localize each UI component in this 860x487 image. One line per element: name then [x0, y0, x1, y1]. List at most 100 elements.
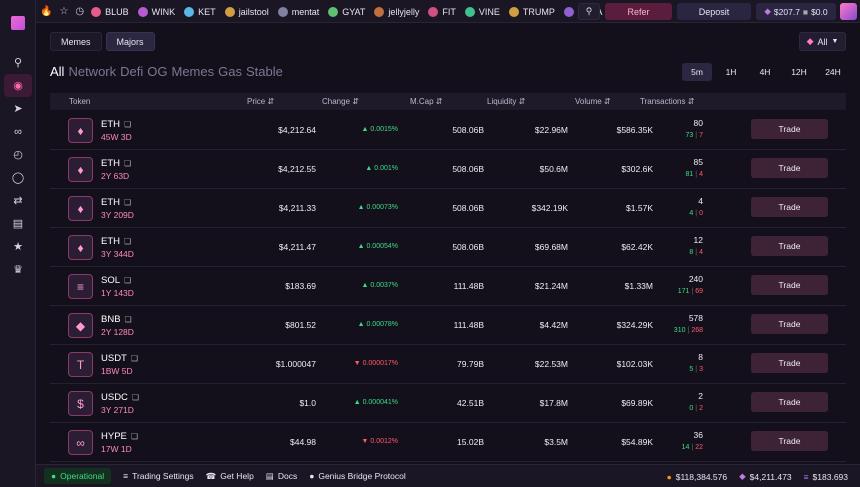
trade-button[interactable]: Trade: [751, 197, 828, 217]
buy-sell-split: 5 | 3: [689, 366, 703, 373]
trade-button[interactable]: Trade: [751, 119, 828, 139]
refer-button[interactable]: Refer: [605, 3, 672, 20]
category-all[interactable]: All: [50, 64, 65, 79]
sell-count: 22: [695, 444, 703, 451]
crown-icon[interactable]: ♛: [13, 264, 23, 276]
docs-link[interactable]: ▤ Docs: [266, 471, 297, 482]
copy-icon[interactable]: ❏: [130, 354, 139, 363]
trade-button[interactable]: Trade: [751, 431, 828, 451]
col-change[interactable]: Change ⇵: [322, 97, 359, 106]
col-volume[interactable]: Volume ⇵: [575, 97, 611, 106]
arrow-up-icon: ▲: [357, 243, 365, 250]
copy-icon[interactable]: ❏: [124, 315, 132, 324]
trade-button[interactable]: Trade: [751, 314, 828, 334]
help-label: Get Help: [220, 471, 254, 481]
copy-icon[interactable]: ❏: [124, 276, 132, 285]
table-row[interactable]: ◆ BNB ❏ 2Y 128D $801.52 ▲ 0.00078% 111.48B $4.4…: [50, 306, 846, 345]
trade-button[interactable]: Trade: [751, 158, 828, 178]
table-row[interactable]: ∞ HYPE ❏ 17W 1D $44.98 ▼ 0.0012% 15.02B $3.5M $5…: [50, 423, 846, 462]
category-defi[interactable]: Defi: [120, 64, 144, 79]
trophy-icon[interactable]: ★: [13, 241, 23, 253]
target-icon[interactable]: ◉: [4, 74, 32, 97]
timeframe-selector: 5m 1H 4H 12H 24H: [678, 63, 848, 81]
ticker-item[interactable]: FIT: [428, 6, 456, 17]
category-memes[interactable]: Memes: [171, 64, 215, 79]
copy-icon[interactable]: ❏: [124, 237, 132, 246]
ghost-icon[interactable]: ◯: [11, 172, 25, 184]
ticker-item[interactable]: KET: [184, 6, 216, 17]
table-row[interactable]: T USDT ❏ 1BW 5D $1.000047 ▼ 0.000017% 79.79B $2…: [50, 345, 846, 384]
token-age: 3Y 344D: [101, 249, 134, 259]
price-cell: $4,211.33: [278, 203, 316, 213]
balance-main: $207.7: [773, 6, 800, 17]
token-age: 2Y 63D: [101, 171, 130, 181]
timeframe-4h[interactable]: 4H: [759, 67, 771, 77]
balance-display[interactable]: ◆ $207.7 ■ $0.0: [756, 3, 836, 20]
ticker-item[interactable]: BLUB: [91, 6, 129, 17]
timeframe-5m[interactable]: 5m: [682, 63, 712, 81]
avatar[interactable]: [840, 3, 857, 20]
col-mcap[interactable]: M.Cap ⇵: [410, 97, 443, 106]
copy-icon[interactable]: ❏: [130, 432, 139, 441]
infinity-icon[interactable]: ∞: [14, 125, 22, 138]
col-transactions[interactable]: Transactions ⇵: [640, 97, 694, 106]
volume-cell: $586.35K: [616, 125, 653, 135]
table-row[interactable]: ≡ SOL ❏ 1Y 143D $183.69 ▲ 0.0037% 111.48B $21.2…: [50, 267, 846, 306]
fire-icon[interactable]: 🔥: [40, 6, 53, 17]
category-stable[interactable]: Stable: [245, 64, 283, 79]
trading-settings-link[interactable]: ≡ Trading Settings: [123, 471, 194, 481]
tab-majors[interactable]: Majors: [105, 32, 155, 51]
ticker-item[interactable]: WINK: [137, 6, 175, 17]
network-select[interactable]: ◆ All ▼: [799, 32, 846, 51]
change-cell: ▲ 0.000041%: [354, 399, 398, 406]
deposit-button[interactable]: Deposit: [677, 3, 751, 20]
help-link[interactable]: ☎ Get Help: [206, 471, 254, 482]
pie-chart-icon[interactable]: ◴: [13, 149, 23, 161]
trade-button[interactable]: Trade: [751, 236, 828, 256]
table-row[interactable]: $ USDC ❏ 3Y 271D $1.0 ▲ 0.000041% 42.51B $17.8M…: [50, 384, 846, 423]
table-row[interactable]: ♦ ETH ❏ 3Y 344D $4,211.47 ▲ 0.00054% 508.06B $6…: [50, 228, 846, 267]
ticker-item[interactable]: mentat: [277, 6, 319, 17]
table-row[interactable]: ♦ ETH ❏ 45W 3D $4,212.64 ▲ 0.0015% 508.06B $22.…: [50, 111, 846, 150]
status-badge[interactable]: ● Operational: [44, 468, 112, 484]
category-gas[interactable]: Gas: [218, 64, 242, 79]
category-og[interactable]: OG: [147, 64, 168, 79]
category-network[interactable]: Network: [68, 64, 117, 79]
token-symbol-text: HYPE: [101, 431, 127, 442]
star-icon[interactable]: ☆: [59, 6, 69, 17]
swap-icon[interactable]: ⇄: [13, 195, 23, 207]
gift-icon[interactable]: ▤: [12, 218, 24, 230]
timeframe-12h[interactable]: 12H: [791, 67, 807, 77]
ticker-item[interactable]: VINE: [464, 6, 500, 17]
ticker-item[interactable]: jellyjelly: [374, 6, 419, 17]
timeframe-24h[interactable]: 24H: [825, 67, 841, 77]
trade-button[interactable]: Trade: [751, 275, 828, 295]
copy-icon[interactable]: ❏: [131, 393, 140, 402]
buy-sell-split: 310 | 268: [674, 327, 703, 334]
price-cell: $183.69: [285, 281, 316, 291]
bridge-link[interactable]: ● Genius Bridge Protocol: [309, 471, 406, 481]
search-button[interactable]: ⚲: [578, 3, 600, 20]
ticker-item[interactable]: jailstool: [224, 6, 269, 17]
price-summary: ● $118,384.576 ◆ $4,211.473 ≡ $183.693: [667, 465, 860, 487]
rocket-icon[interactable]: ➤: [13, 103, 23, 115]
trade-button[interactable]: Trade: [751, 353, 828, 373]
table-row[interactable]: ♦ ETH ❏ 3Y 209D $4,211.33 ▲ 0.00073% 508.06B $3…: [50, 189, 846, 228]
sell-count: 3: [699, 366, 703, 373]
col-liquidity[interactable]: Liquidity ⇵: [487, 97, 525, 106]
sort-icon: ⇵: [267, 97, 275, 106]
col-price[interactable]: Price ⇵: [247, 97, 274, 106]
trade-button[interactable]: Trade: [751, 392, 828, 412]
clock-icon[interactable]: ◷: [75, 6, 85, 17]
copy-icon[interactable]: ❏: [124, 120, 132, 129]
ticker-item[interactable]: TRUMP: [508, 6, 555, 17]
search-icon[interactable]: ⚲: [13, 57, 23, 69]
timeframe-1h[interactable]: 1H: [725, 67, 737, 77]
tab-memes[interactable]: Memes: [50, 32, 102, 51]
balance-sub-icon: ■: [802, 6, 809, 17]
copy-icon[interactable]: ❏: [124, 198, 132, 207]
app-logo[interactable]: [11, 16, 25, 30]
table-row[interactable]: ♦ ETH ❏ 2Y 63D $4,212.55 ▲ 0.001% 508.06B $50.6…: [50, 150, 846, 189]
ticker-item[interactable]: GYAT: [328, 6, 365, 17]
copy-icon[interactable]: ❏: [124, 159, 132, 168]
